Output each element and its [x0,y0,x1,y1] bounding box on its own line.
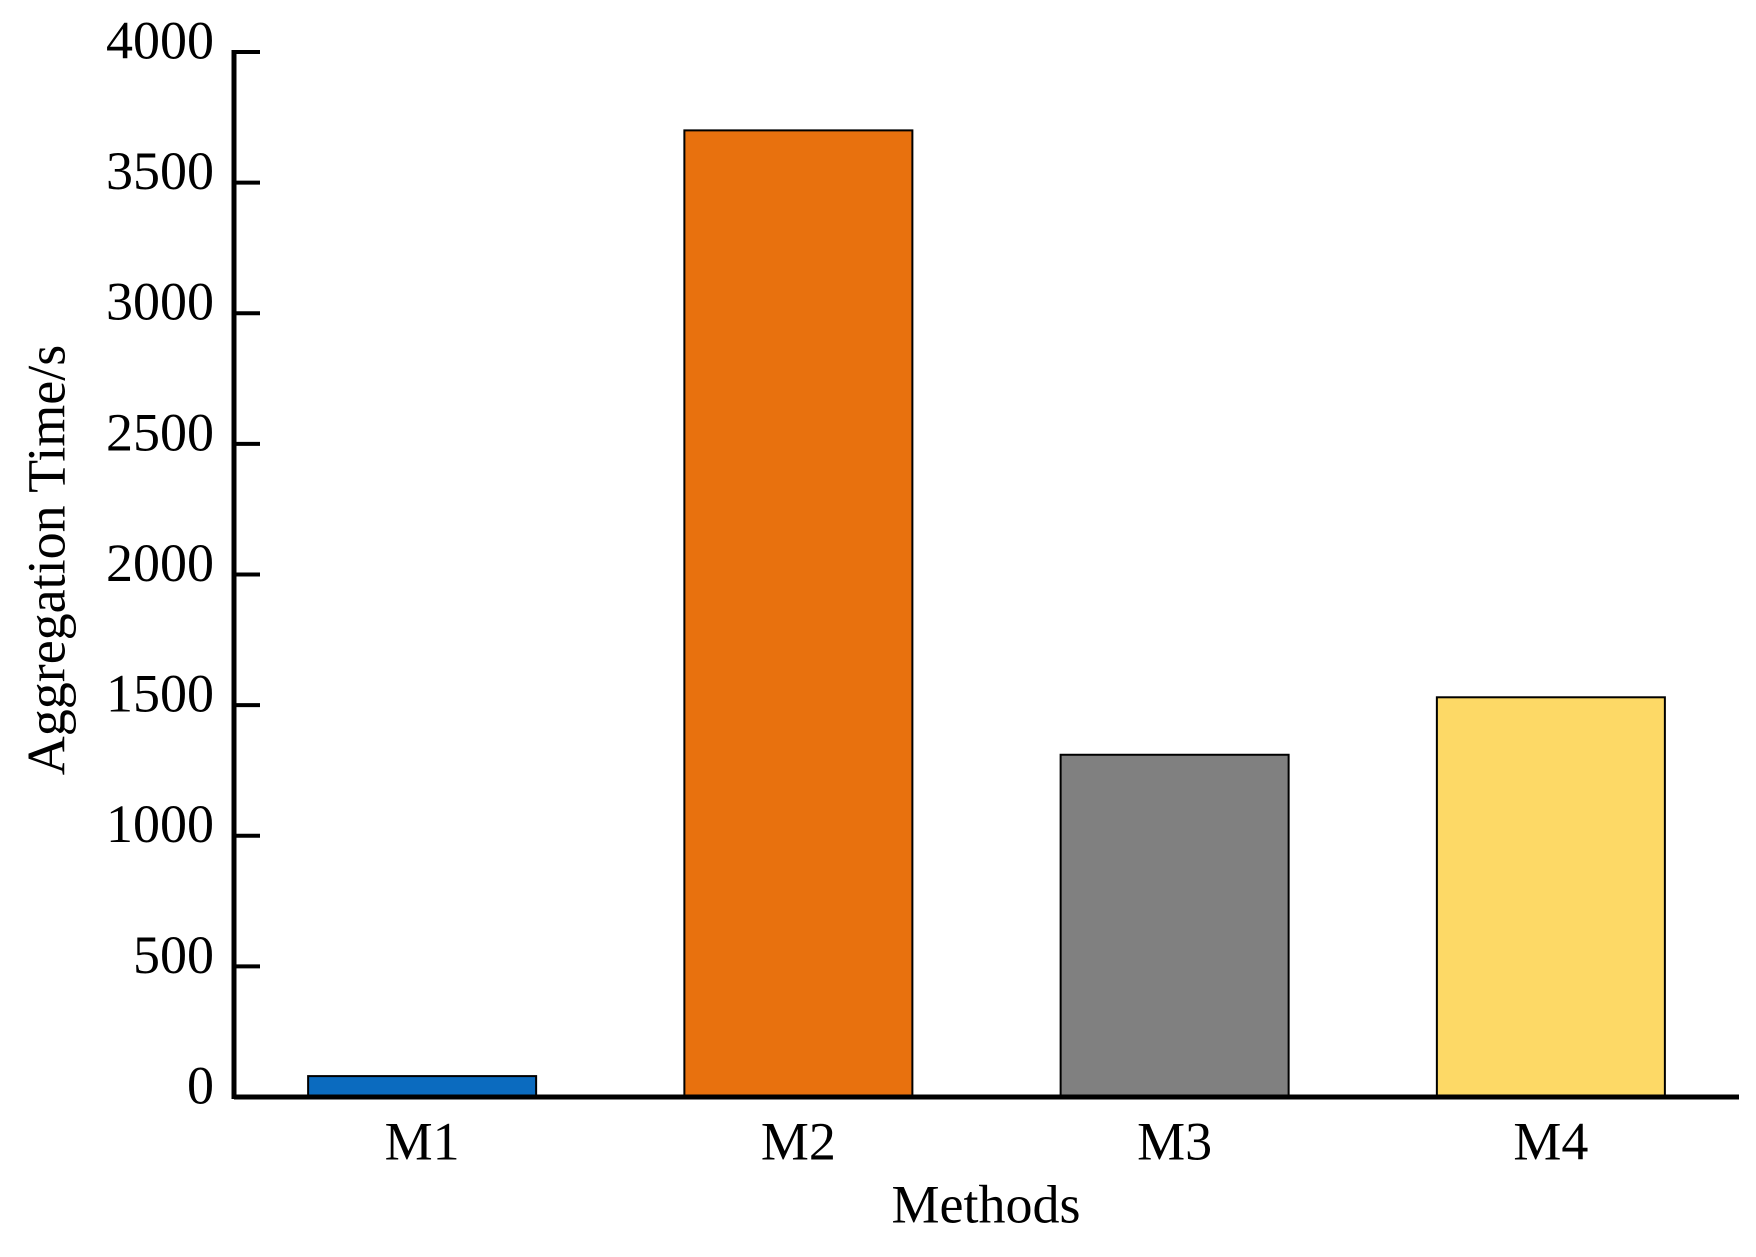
x-tick-label: M2 [761,1111,836,1171]
y-tick-label: 2000 [106,533,214,593]
x-tick-label: M3 [1137,1111,1212,1171]
y-tick-label: 4000 [106,10,214,70]
y-tick-label: 2500 [106,402,214,462]
y-tick-label: 500 [133,925,214,985]
x-tick-label: M1 [385,1111,460,1171]
x-tick-label: M4 [1513,1111,1588,1171]
y-tick-label: 0 [187,1055,214,1115]
y-tick-label: 3000 [106,272,214,332]
bar [683,129,914,1098]
y-tick-label: 3500 [106,141,214,201]
y-axis-title: Aggregation Time/s [16,345,76,776]
bar [307,1075,538,1098]
bar [1435,696,1666,1098]
y-tick-label: 1000 [106,794,214,854]
x-axis-title: Methods [892,1174,1081,1234]
y-tick-label: 1500 [106,664,214,724]
bar [1059,753,1290,1098]
